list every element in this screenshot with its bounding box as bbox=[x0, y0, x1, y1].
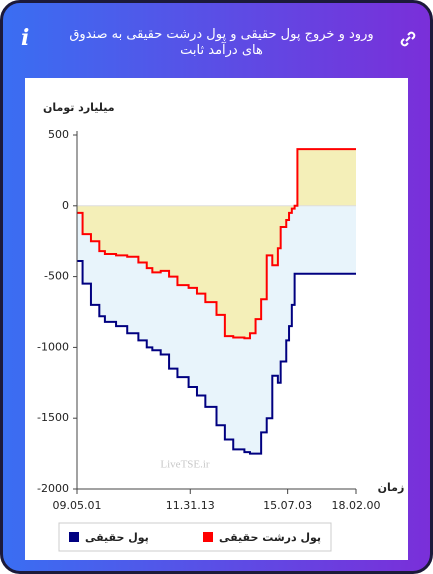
legend-label: پول حقیقی bbox=[85, 531, 149, 544]
x-axis-label: زمان bbox=[378, 481, 405, 494]
card-title: ورود و خروج پول حقیقی و پول درشت حقیقی ب… bbox=[69, 27, 374, 58]
y-tick-label: 0 bbox=[62, 199, 69, 212]
series-line bbox=[77, 260, 356, 455]
watermark: LiveTSE.ir bbox=[160, 459, 210, 471]
legend-swatch bbox=[69, 532, 79, 542]
y-tick-label: -500 bbox=[44, 270, 69, 283]
chart: میلیارد تومان زمان LiveTSE.ir 500 0 -500 -10… bbox=[25, 78, 408, 560]
x-tick-label: 11.31.13 bbox=[166, 499, 215, 512]
area bbox=[77, 149, 356, 339]
legend-swatch bbox=[203, 532, 213, 542]
y-tick-label: -1500 bbox=[37, 411, 69, 424]
y-tick-label: -2000 bbox=[37, 482, 69, 495]
x-tick-label: 18.02.00 bbox=[332, 499, 381, 512]
y-tick-label: -1000 bbox=[37, 340, 69, 353]
info-icon[interactable]: i bbox=[21, 25, 30, 51]
link-icon[interactable] bbox=[398, 29, 418, 49]
legend-label: پول درشت حقیقی bbox=[219, 531, 321, 544]
legend-box bbox=[58, 522, 332, 552]
x-tick-label: 09.05.01 bbox=[53, 499, 102, 512]
series-line bbox=[77, 148, 356, 340]
y-tick-label: 500 bbox=[48, 128, 69, 141]
y-axis-label: میلیارد تومان bbox=[43, 101, 115, 114]
x-tick-label: 15.07.03 bbox=[263, 499, 312, 512]
